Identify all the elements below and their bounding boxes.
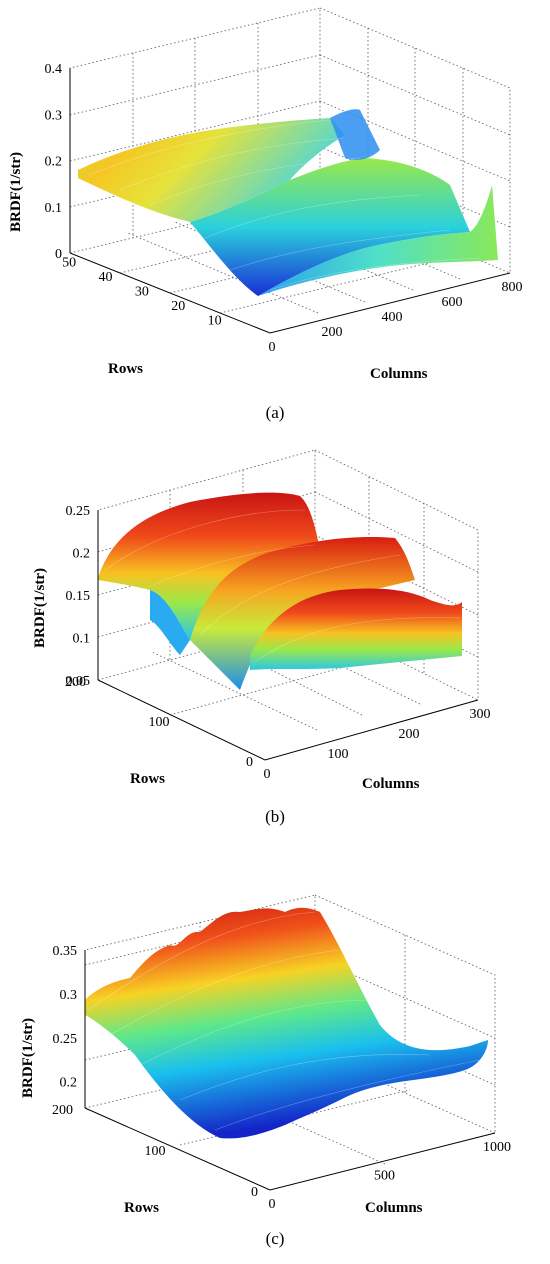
y-tick-label: 0 [246,755,253,770]
x-tick-label: 300 [470,707,491,722]
z-tick-label: 0.4 [45,62,63,77]
x-tick-label: 500 [374,1169,395,1184]
z-tick-label: 0.25 [53,1032,78,1047]
z-tick-label: 0.35 [53,944,78,959]
z-axis-label-a: BRDF(1/str) [8,152,24,232]
x-tick-label: 400 [382,310,403,325]
z-ticks-c: 0.2 0.25 0.3 0.35 [53,944,78,1091]
y-ticks-c: 0 100 200 [52,1103,258,1200]
y-tick-label: 20 [171,299,185,314]
z-tick-label: 0.1 [45,201,63,216]
surface-b [98,492,462,690]
z-axis-label-b: BRDF(1/str) [32,568,48,648]
x-tick-label: 200 [322,325,343,340]
z-tick-label: 0.2 [73,547,91,562]
y-ticks-a: 10 20 30 40 50 [62,255,221,328]
z-tick-label: 0.15 [66,589,91,604]
y-tick-label: 100 [149,715,170,730]
y-axis-label-b: Rows [130,771,165,787]
y-tick-label: 30 [135,284,149,299]
caption-b: (b) [265,807,285,826]
chart-b: 0.05 0.1 0.15 0.2 0.25 0 100 200 0 100 200 300 BR… [32,449,491,826]
x-tick-label: 600 [442,295,463,310]
surface-a [78,109,498,296]
caption-c: (c) [266,1229,285,1248]
z-tick-label: 0 [55,247,62,262]
y-tick-label: 10 [208,313,222,328]
x-ticks-b: 0 100 200 300 [264,707,491,782]
x-axis-label-c: Columns [365,1200,423,1216]
x-axis-label-b: Columns [362,776,420,792]
x-tick-label: 0 [264,767,271,782]
y-axis-label-c: Rows [124,1200,159,1216]
z-tick-label: 0.2 [45,155,63,170]
z-tick-label: 0.2 [60,1076,78,1091]
x-tick-label: 200 [399,727,420,742]
y-tick-label: 50 [62,255,76,270]
x-tick-label: 0 [269,340,276,355]
x-axis-label-a: Columns [370,366,428,382]
x-tick-label: 800 [502,280,523,295]
z-tick-label: 0.3 [45,108,63,123]
chart-c: 0.2 0.25 0.3 0.35 0 100 200 0 500 1000 BRDF(1/s… [20,894,512,1248]
z-axis-label-c: BRDF(1/str) [20,1018,36,1098]
y-tick-label: 40 [99,270,113,285]
z-tick-label: 0.3 [60,988,78,1003]
z-tick-label: 0.05 [66,674,91,689]
y-tick-label: 100 [145,1144,166,1159]
z-tick-label: 0.25 [66,504,91,519]
y-axis-label-a: Rows [108,361,143,377]
z-tick-label: 0.1 [73,632,91,647]
y-tick-label: 0 [251,1185,258,1200]
chart-a: 0 0.1 0.2 0.3 0.4 10 20 30 40 50 0 200 400 600 800 B… [8,7,523,422]
x-ticks-a: 0 200 400 600 800 [269,280,523,355]
x-tick-label: 1000 [483,1140,511,1155]
y-tick-label: 200 [65,675,86,690]
z-ticks-b: 0.05 0.1 0.15 0.2 0.25 [66,504,91,689]
x-tick-label: 100 [328,747,349,762]
y-tick-label: 200 [52,1103,73,1118]
x-tick-label: 0 [269,1197,276,1212]
surface-c [85,907,488,1139]
z-ticks-a: 0 0.1 0.2 0.3 0.4 [45,62,63,262]
caption-a: (a) [266,403,285,422]
x-ticks-c: 0 500 1000 [269,1140,512,1212]
y-ticks-b: 0 100 200 [65,675,253,770]
